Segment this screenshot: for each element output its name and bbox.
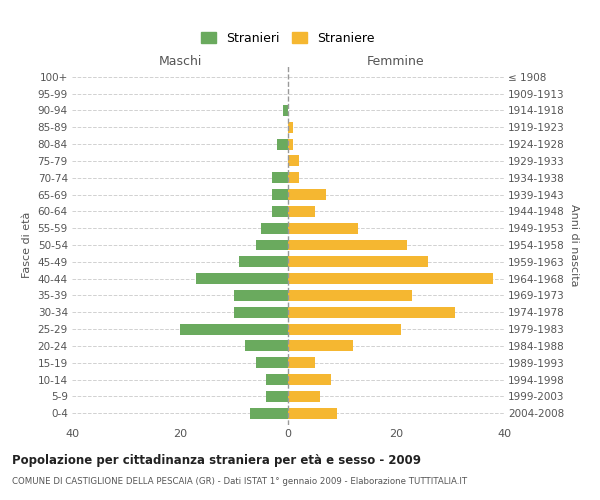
Bar [288, 340, 353, 351]
Bar [288, 256, 428, 268]
Text: COMUNE DI CASTIGLIONE DELLA PESCAIA (GR) - Dati ISTAT 1° gennaio 2009 - Elaboraz: COMUNE DI CASTIGLIONE DELLA PESCAIA (GR)… [12, 478, 467, 486]
Bar [288, 391, 320, 402]
Bar [288, 222, 358, 234]
Bar [288, 307, 455, 318]
Y-axis label: Anni di nascita: Anni di nascita [569, 204, 579, 286]
Bar [266, 374, 288, 385]
Text: Popolazione per cittadinanza straniera per età e sesso - 2009: Popolazione per cittadinanza straniera p… [12, 454, 421, 467]
Bar [272, 206, 288, 217]
Bar [239, 256, 288, 268]
Bar [288, 156, 299, 166]
Bar [266, 391, 288, 402]
Bar [277, 138, 288, 149]
Bar [288, 358, 315, 368]
Text: Femmine: Femmine [367, 56, 425, 68]
Bar [288, 408, 337, 418]
Bar [196, 273, 288, 284]
Bar [288, 138, 293, 149]
Bar [234, 307, 288, 318]
Bar [245, 340, 288, 351]
Bar [288, 122, 293, 132]
Bar [288, 206, 315, 217]
Bar [288, 273, 493, 284]
Bar [288, 374, 331, 385]
Bar [288, 172, 299, 183]
Bar [272, 172, 288, 183]
Y-axis label: Fasce di età: Fasce di età [22, 212, 32, 278]
Bar [256, 240, 288, 250]
Bar [256, 358, 288, 368]
Bar [288, 240, 407, 250]
Bar [180, 324, 288, 334]
Bar [288, 189, 326, 200]
Bar [272, 189, 288, 200]
Bar [288, 290, 412, 301]
Bar [261, 222, 288, 234]
Bar [288, 324, 401, 334]
Bar [250, 408, 288, 418]
Legend: Stranieri, Straniere: Stranieri, Straniere [197, 28, 379, 48]
Bar [234, 290, 288, 301]
Bar [283, 105, 288, 116]
Text: Maschi: Maschi [158, 56, 202, 68]
